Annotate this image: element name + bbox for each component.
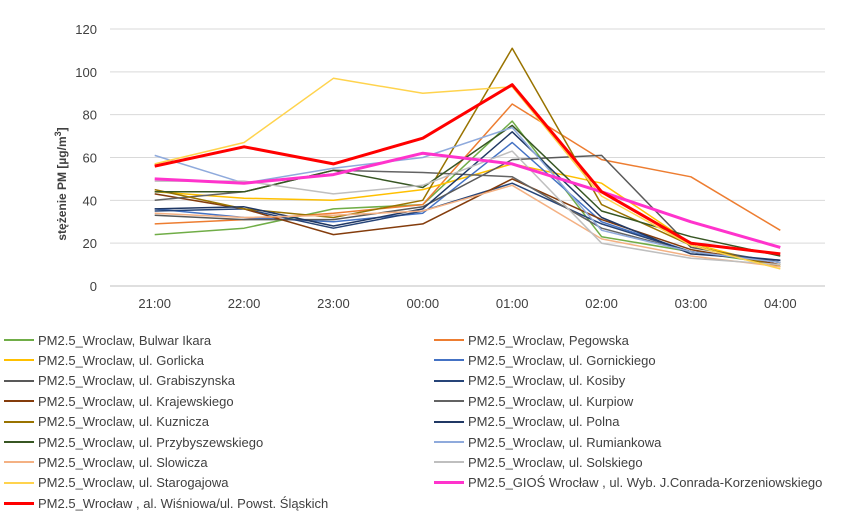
legend-label: PM2.5_Wroclaw, ul. Przybyszewskiego	[38, 434, 264, 450]
x-axis-ticks: 21:00 22:00 23:00 00:00 01:00 02:00 03:00 04:00	[138, 296, 796, 311]
series-line	[154, 77, 781, 270]
legend-swatch	[4, 339, 34, 341]
series-line	[154, 83, 781, 256]
series-line	[154, 151, 781, 249]
legend-item: PM2.5_GIOŚ Wrocław , ul. Wyb. J.Conrada-…	[434, 473, 822, 493]
legend-swatch	[434, 461, 464, 464]
legend-item: PM2.5_Wroclaw, ul. Solskiego	[434, 452, 643, 472]
legend-label: PM2.5_Wroclaw, ul. Gornickiego	[468, 352, 656, 368]
legend-item: PM2.5_Wroclaw, ul. Kurpiow	[434, 391, 633, 411]
legend-item: PM2.5_Wroclaw, ul. Slowicza	[4, 452, 208, 472]
legend-swatch	[4, 441, 34, 443]
legend-item: PM2.5_Wroclaw, ul. Krajewskiego	[4, 391, 234, 411]
x-tick-label: 21:00	[138, 296, 171, 311]
legend-item: PM2.5_Wroclaw, ul. Rumiankowa	[434, 432, 661, 452]
legend-item: PM2.5_Wroclaw, ul. Przybyszewskiego	[4, 432, 263, 452]
legend-item: PM2.5_Wroclaw, ul. Kosiby	[434, 371, 625, 391]
legend-label: PM2.5_Wroclaw, ul. Krajewskiego	[38, 393, 234, 409]
legend-label: PM2.5_Wroclaw, ul. Kosiby	[468, 373, 626, 389]
legend-swatch	[4, 379, 34, 382]
legend-swatch	[4, 420, 34, 423]
x-tick-label: 01:00	[496, 296, 529, 311]
legend-swatch	[434, 420, 464, 423]
legend-label: PM2.5_Wroclaw, Bulwar Ikara	[38, 332, 212, 348]
legend-swatch	[4, 461, 34, 464]
legend-label: PM2.5_Wroclaw, ul. Polna	[468, 414, 620, 430]
legend-item: PM2.5_Wroclaw, ul. Polna	[434, 412, 620, 432]
y-tick-label: 100	[75, 65, 97, 80]
x-tick-label: 03:00	[675, 296, 708, 311]
legend-swatch	[434, 441, 464, 443]
y-tick-label: 20	[83, 236, 97, 251]
legend-swatch	[434, 359, 464, 362]
legend-label: PM2.5_Wroclaw, ul. Slowicza	[38, 454, 208, 470]
legend-label: PM2.5_Wroclaw, ul. Grabiszynska	[38, 373, 235, 389]
series-line	[154, 184, 781, 268]
series-line	[154, 124, 781, 257]
series-line	[154, 141, 781, 264]
legend-item: PM2.5_Wroclaw, ul. Starogajowa	[4, 473, 229, 493]
legend: PM2.5_Wroclaw, Bulwar Ikara PM2.5_Wroclaw…	[0, 330, 856, 515]
legend-label: PM2.5_Wrocław , al. Wiśniowa/ul. Powst. …	[38, 495, 329, 511]
legend-item: PM2.5_Wroclaw, ul. Gorlicka	[4, 350, 204, 370]
x-tick-label: 02:00	[585, 296, 618, 311]
y-axis-label: stężenie PM [µg/m3]	[53, 127, 69, 240]
x-tick-label: 04:00	[764, 296, 797, 311]
legend-swatch	[434, 400, 464, 403]
legend-label: PM2.5_Wroclaw, ul. Kuznicza	[38, 414, 209, 430]
y-tick-label: 40	[83, 193, 97, 208]
y-tick-label: 120	[75, 22, 97, 37]
legend-label: PM2.5_Wroclaw, ul. Rumiankowa	[468, 434, 662, 450]
legend-label: PM2.5_Wroclaw, ul. Solskiego	[468, 454, 643, 470]
x-tick-label: 00:00	[407, 296, 440, 311]
legend-item: PM2.5_Wroclaw, ul. Gornickiego	[434, 350, 656, 370]
y-tick-label: 80	[83, 108, 97, 123]
legend-swatch	[4, 481, 34, 484]
legend-label: PM2.5_Wroclaw, ul. Kurpiow	[468, 393, 634, 409]
legend-label: PM2.5_GIOŚ Wrocław , ul. Wyb. J.Conrada-…	[468, 475, 823, 491]
y-tick-label: 60	[83, 151, 97, 166]
gridlines	[110, 28, 825, 287]
x-tick-label: 23:00	[317, 296, 350, 311]
legend-item: PM2.5_Wroclaw, ul. Grabiszynska	[4, 371, 235, 391]
legend-item: PM2.5_Wrocław , al. Wiśniowa/ul. Powst. …	[4, 493, 328, 513]
series-line	[154, 178, 781, 266]
legend-swatch	[434, 481, 464, 485]
legend-label: PM2.5_Wroclaw, ul. Gorlicka	[38, 352, 204, 368]
legend-item: PM2.5_Wroclaw, Bulwar Ikara	[4, 330, 211, 350]
series-lines	[154, 47, 781, 270]
legend-label: PM2.5_Wroclaw, ul. Starogajowa	[38, 475, 229, 491]
legend-swatch	[4, 501, 34, 505]
series-line	[154, 120, 781, 266]
y-tick-label: 0	[90, 279, 97, 294]
legend-swatch	[4, 359, 34, 362]
y-axis-ticks: 0 20 40 60 80 100 120	[75, 22, 97, 294]
legend-label: PM2.5_Wroclaw, Pegowska	[468, 332, 629, 348]
x-tick-label: 22:00	[228, 296, 261, 311]
legend-item: PM2.5_Wroclaw, Pegowska	[434, 330, 629, 350]
legend-swatch	[4, 400, 34, 403]
legend-swatch	[434, 379, 464, 382]
legend-item: PM2.5_Wroclaw, ul. Kuznicza	[4, 412, 209, 432]
legend-swatch	[434, 339, 464, 341]
